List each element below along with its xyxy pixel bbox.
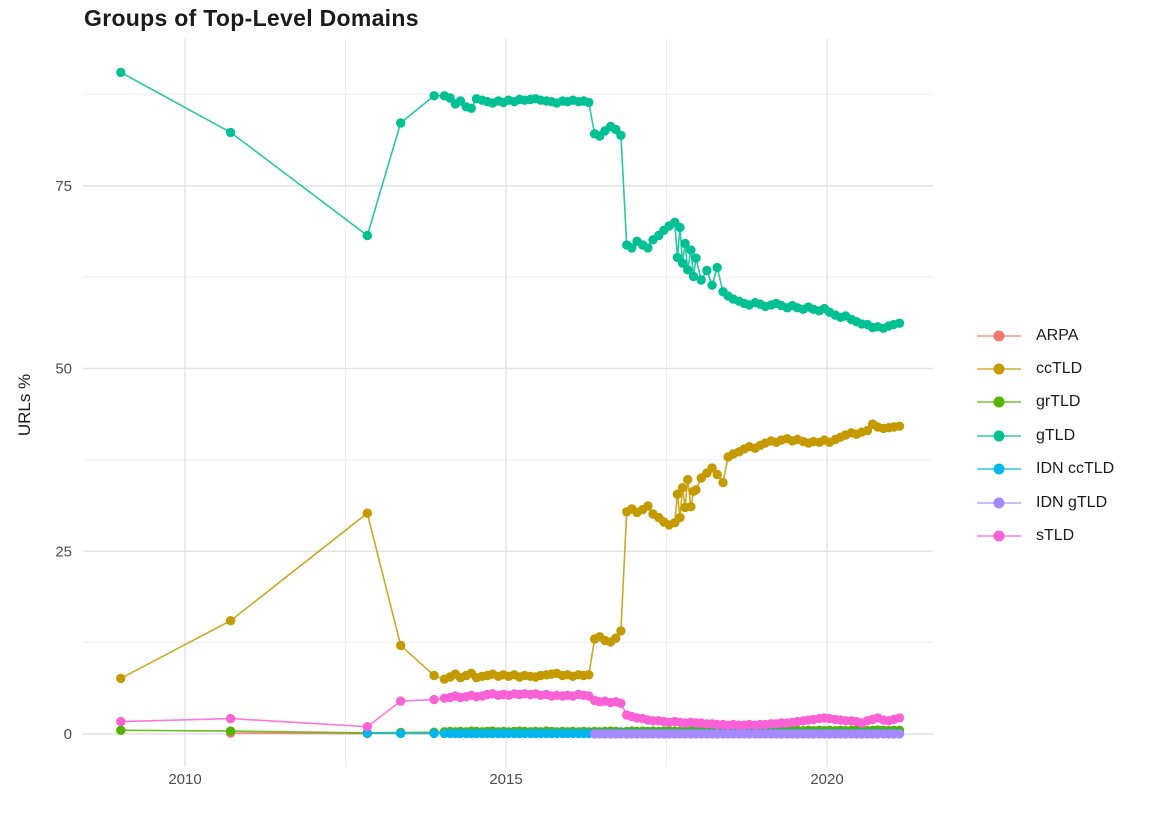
- x-tick-label: 2010: [168, 771, 201, 788]
- series-sTLD: [116, 689, 905, 732]
- y-tick-label: 0: [64, 726, 72, 743]
- series-ccTLD: [116, 419, 905, 684]
- series-line: [230, 732, 368, 735]
- x-tick-label: 2015: [489, 771, 522, 788]
- series-gTLD: [116, 67, 905, 333]
- legend-label: IDN ccTLD: [1036, 460, 1115, 478]
- y-tick-label: 75: [55, 178, 72, 195]
- legend-label: ARPA: [1036, 326, 1079, 344]
- legend-key-icon: [977, 430, 1021, 442]
- legend-key-icon: [977, 497, 1021, 509]
- legend-item-ARPA: ARPA: [976, 319, 1114, 352]
- legend: ARPA ccTLD grTLD gTLD IDN ccTLD IDN gTLD sTLD: [976, 319, 1114, 553]
- legend-item-ccTLD: ccTLD: [976, 352, 1114, 385]
- y-axis-tick-labels: 0 25 50 75: [55, 178, 72, 743]
- legend-label: ccTLD: [1036, 360, 1083, 378]
- chart-title: Groups of Top-Level Domains: [84, 5, 419, 31]
- series-IDN-gTLD: [589, 729, 905, 739]
- legend-label: grTLD: [1036, 393, 1081, 411]
- legend-key-icon: [977, 530, 1021, 542]
- legend-label: IDN gTLD: [1036, 493, 1108, 511]
- legend-label: gTLD: [1036, 426, 1076, 444]
- x-tick-label: 2020: [810, 771, 843, 788]
- legend-item-IDN-ccTLD: IDN ccTLD: [976, 453, 1114, 486]
- legend-item-grTLD: grTLD: [976, 386, 1114, 419]
- legend-key-icon: [977, 330, 1021, 342]
- series-line: [120, 71, 900, 330]
- legend-key-icon: [977, 463, 1021, 475]
- x-axis-tick-labels: 2010 2015 2020: [168, 771, 843, 788]
- y-tick-label: 25: [55, 543, 72, 560]
- legend-item-sTLD: sTLD: [976, 519, 1114, 552]
- y-tick-label: 50: [55, 361, 72, 378]
- legend-item-IDN-gTLD: IDN gTLD: [976, 486, 1114, 519]
- legend-label: sTLD: [1036, 527, 1075, 545]
- legend-item-gTLD: gTLD: [976, 419, 1114, 452]
- legend-key-icon: [977, 363, 1021, 375]
- legend-key-icon: [977, 396, 1021, 408]
- gridlines: [83, 39, 933, 767]
